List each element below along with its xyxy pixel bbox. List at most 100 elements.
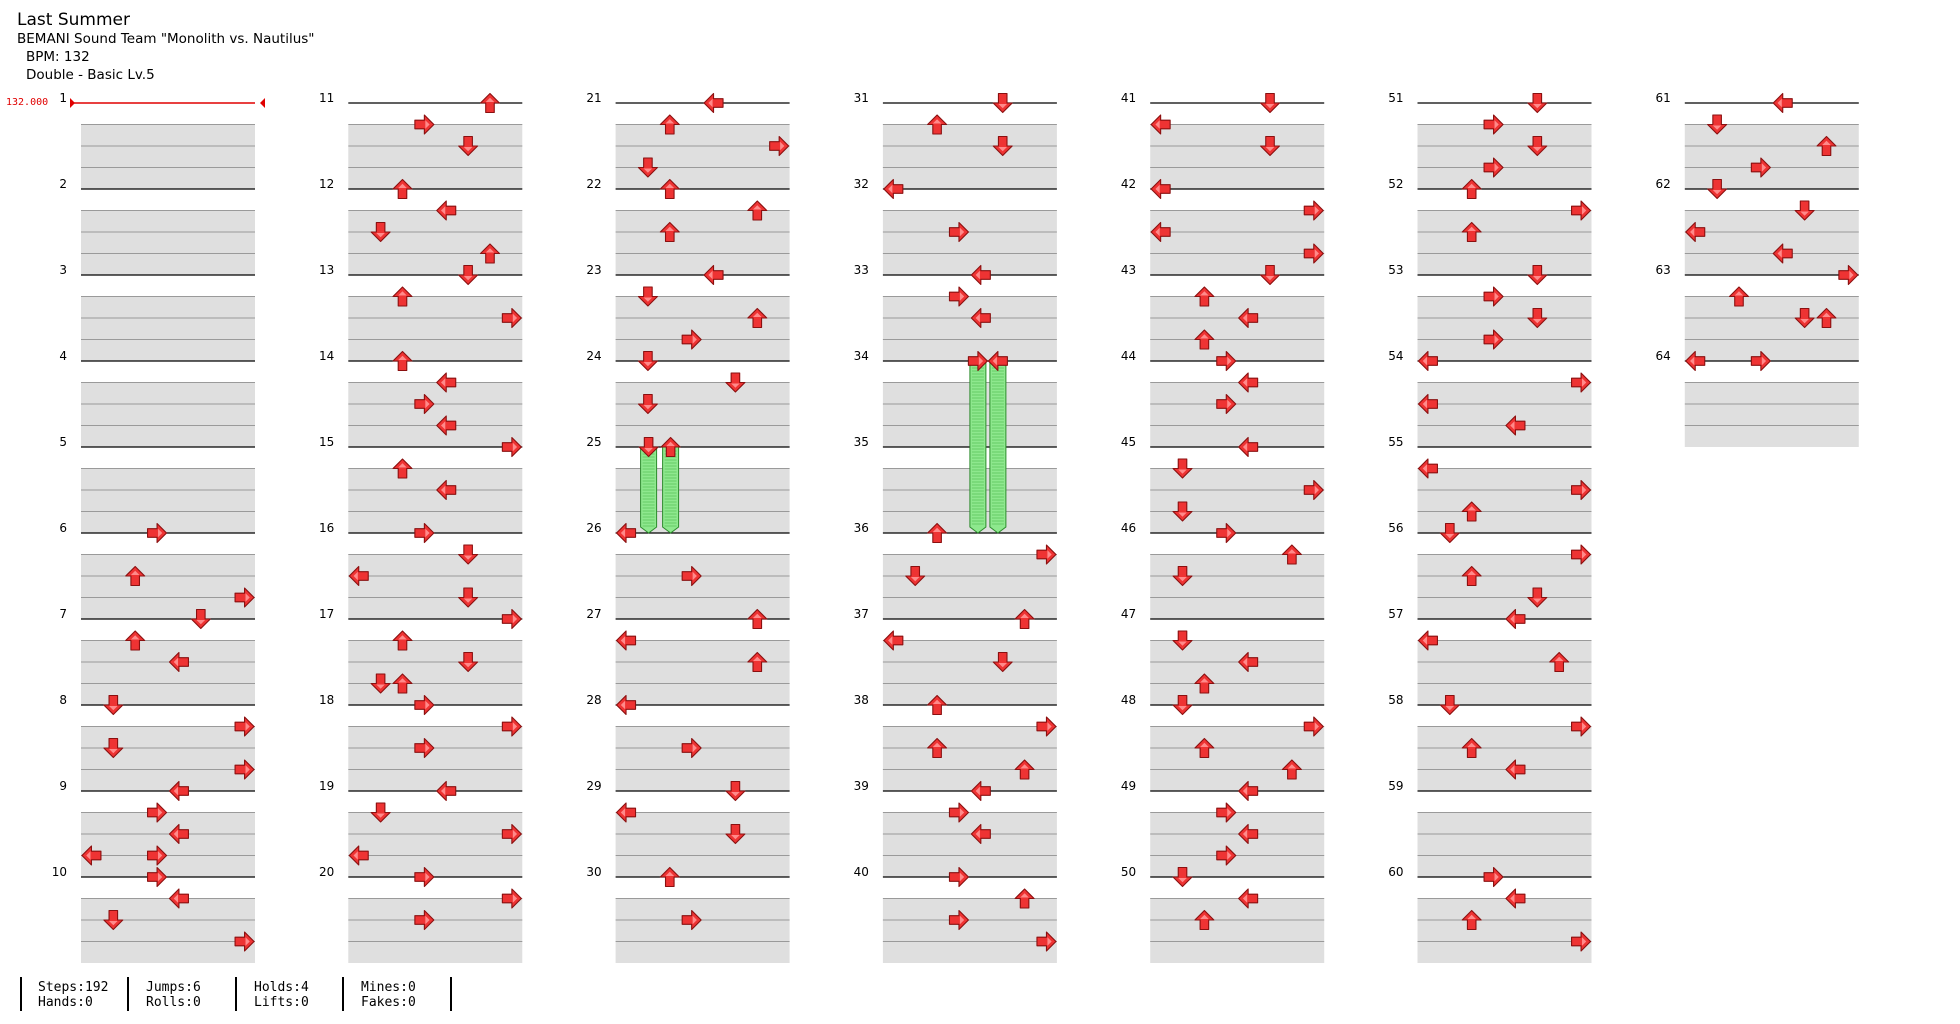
beat-band xyxy=(348,404,523,426)
arrow-right-icon xyxy=(501,307,522,329)
arrow-down-icon xyxy=(458,135,479,157)
beat-gap xyxy=(348,638,523,641)
measure-number: 21 xyxy=(586,91,601,105)
arrow-right-icon xyxy=(1571,372,1592,393)
stats-divider xyxy=(20,977,22,1011)
arrow-right-icon xyxy=(948,866,970,888)
arrow-down-icon xyxy=(458,544,479,565)
beat-gap xyxy=(81,294,255,297)
beat-band xyxy=(615,920,790,942)
beat-band xyxy=(882,339,1057,361)
arrow-left-icon xyxy=(1417,393,1438,415)
arrow-left-icon xyxy=(615,694,637,716)
measure-20: 20 xyxy=(319,865,523,963)
arrow-up-icon xyxy=(660,436,681,458)
beat-band xyxy=(615,748,790,770)
beat-band xyxy=(1417,748,1592,770)
beat-band xyxy=(615,167,790,189)
beat-band xyxy=(348,554,523,576)
beat-band xyxy=(1417,898,1592,920)
stat-mines-fakes: Mines:0 Fakes:0 xyxy=(361,980,416,1010)
beat-band xyxy=(1150,576,1325,598)
stats-divider xyxy=(127,977,129,1011)
beat-band xyxy=(882,769,1057,791)
beat-band xyxy=(348,296,523,318)
measure-number: 22 xyxy=(586,177,601,191)
arrow-left-icon xyxy=(1238,372,1259,393)
beat-gap xyxy=(1417,208,1592,211)
measure-number: 3 xyxy=(59,263,67,277)
beat-band xyxy=(81,554,255,576)
beat-gap xyxy=(1150,638,1325,641)
beat-band xyxy=(1684,404,1859,426)
arrow-down-icon xyxy=(1172,458,1193,479)
beat-band xyxy=(81,834,255,856)
beat-gap xyxy=(1150,208,1325,211)
song-artist: BEMANI Sound Team "Monolith vs. Nautilus… xyxy=(17,31,315,47)
beat-band xyxy=(1684,339,1859,361)
beat-band xyxy=(1684,167,1859,189)
measure-38: 38 xyxy=(854,693,1057,791)
measure-number: 27 xyxy=(586,607,601,621)
measure-36: 36 xyxy=(854,521,1057,619)
arrow-down-icon xyxy=(1527,307,1548,329)
beat-gap xyxy=(1417,638,1592,641)
arrow-up-icon xyxy=(1549,651,1570,673)
measure-number: 56 xyxy=(1388,521,1403,535)
measure-number: 10 xyxy=(52,865,67,879)
beat-band xyxy=(615,834,790,856)
beat-band xyxy=(81,683,255,705)
measure-number: 23 xyxy=(586,263,601,277)
beat-band xyxy=(1417,253,1592,275)
measure-28: 28 xyxy=(586,693,790,791)
arrow-left-icon xyxy=(348,845,369,866)
beat-band xyxy=(615,662,790,684)
measure-number: 5 xyxy=(59,435,67,449)
arrow-right-icon xyxy=(147,845,168,866)
arrow-down-icon xyxy=(1259,135,1281,157)
beat-band xyxy=(615,318,790,340)
stat-holds: Holds:4 xyxy=(254,980,309,995)
beat-band xyxy=(81,167,255,189)
arrow-left-icon xyxy=(1238,307,1259,329)
beat-gap xyxy=(1417,380,1592,383)
beat-band xyxy=(1417,146,1592,168)
beat-band xyxy=(1150,490,1325,512)
measure-63: 63 xyxy=(1656,263,1859,361)
stat-holds-lifts: Holds:4 Lifts:0 xyxy=(254,980,309,1010)
stat-fakes: Fakes:0 xyxy=(361,995,416,1010)
arrow-right-icon xyxy=(414,393,435,415)
arrow-left-icon xyxy=(1238,651,1259,673)
measure-number: 47 xyxy=(1121,607,1136,621)
beat-gap xyxy=(81,466,255,469)
beat-band xyxy=(348,683,523,705)
arrow-right-icon xyxy=(1216,522,1237,544)
arrow-up-icon xyxy=(1281,759,1302,780)
beat-gap xyxy=(1684,122,1859,125)
arrow-up-icon xyxy=(1461,501,1482,522)
arrow-left-icon xyxy=(168,651,189,673)
measure-number: 44 xyxy=(1121,349,1136,363)
beat-band xyxy=(1150,597,1325,619)
measure-25: 25 xyxy=(586,435,790,533)
beat-gap xyxy=(1150,552,1325,555)
measure-6: 6 xyxy=(59,521,255,619)
arrow-down-icon xyxy=(1172,694,1193,716)
beat-band xyxy=(1150,834,1325,856)
beat-band xyxy=(882,640,1057,662)
beat-gap xyxy=(882,810,1057,813)
measure-number: 46 xyxy=(1121,521,1136,535)
beat-band xyxy=(81,124,255,146)
arrow-right-icon xyxy=(501,823,522,845)
measure-number: 32 xyxy=(854,177,869,191)
beat-band xyxy=(615,855,790,877)
measure-number: 11 xyxy=(319,91,334,105)
beat-band xyxy=(615,210,790,232)
stats-divider xyxy=(450,977,452,1011)
arrow-left-icon xyxy=(1417,458,1438,479)
beat-band xyxy=(348,576,523,598)
arrow-down-icon xyxy=(1172,866,1193,888)
beat-band xyxy=(348,662,523,684)
beat-band xyxy=(882,232,1057,254)
arrow-up-icon xyxy=(392,458,413,479)
